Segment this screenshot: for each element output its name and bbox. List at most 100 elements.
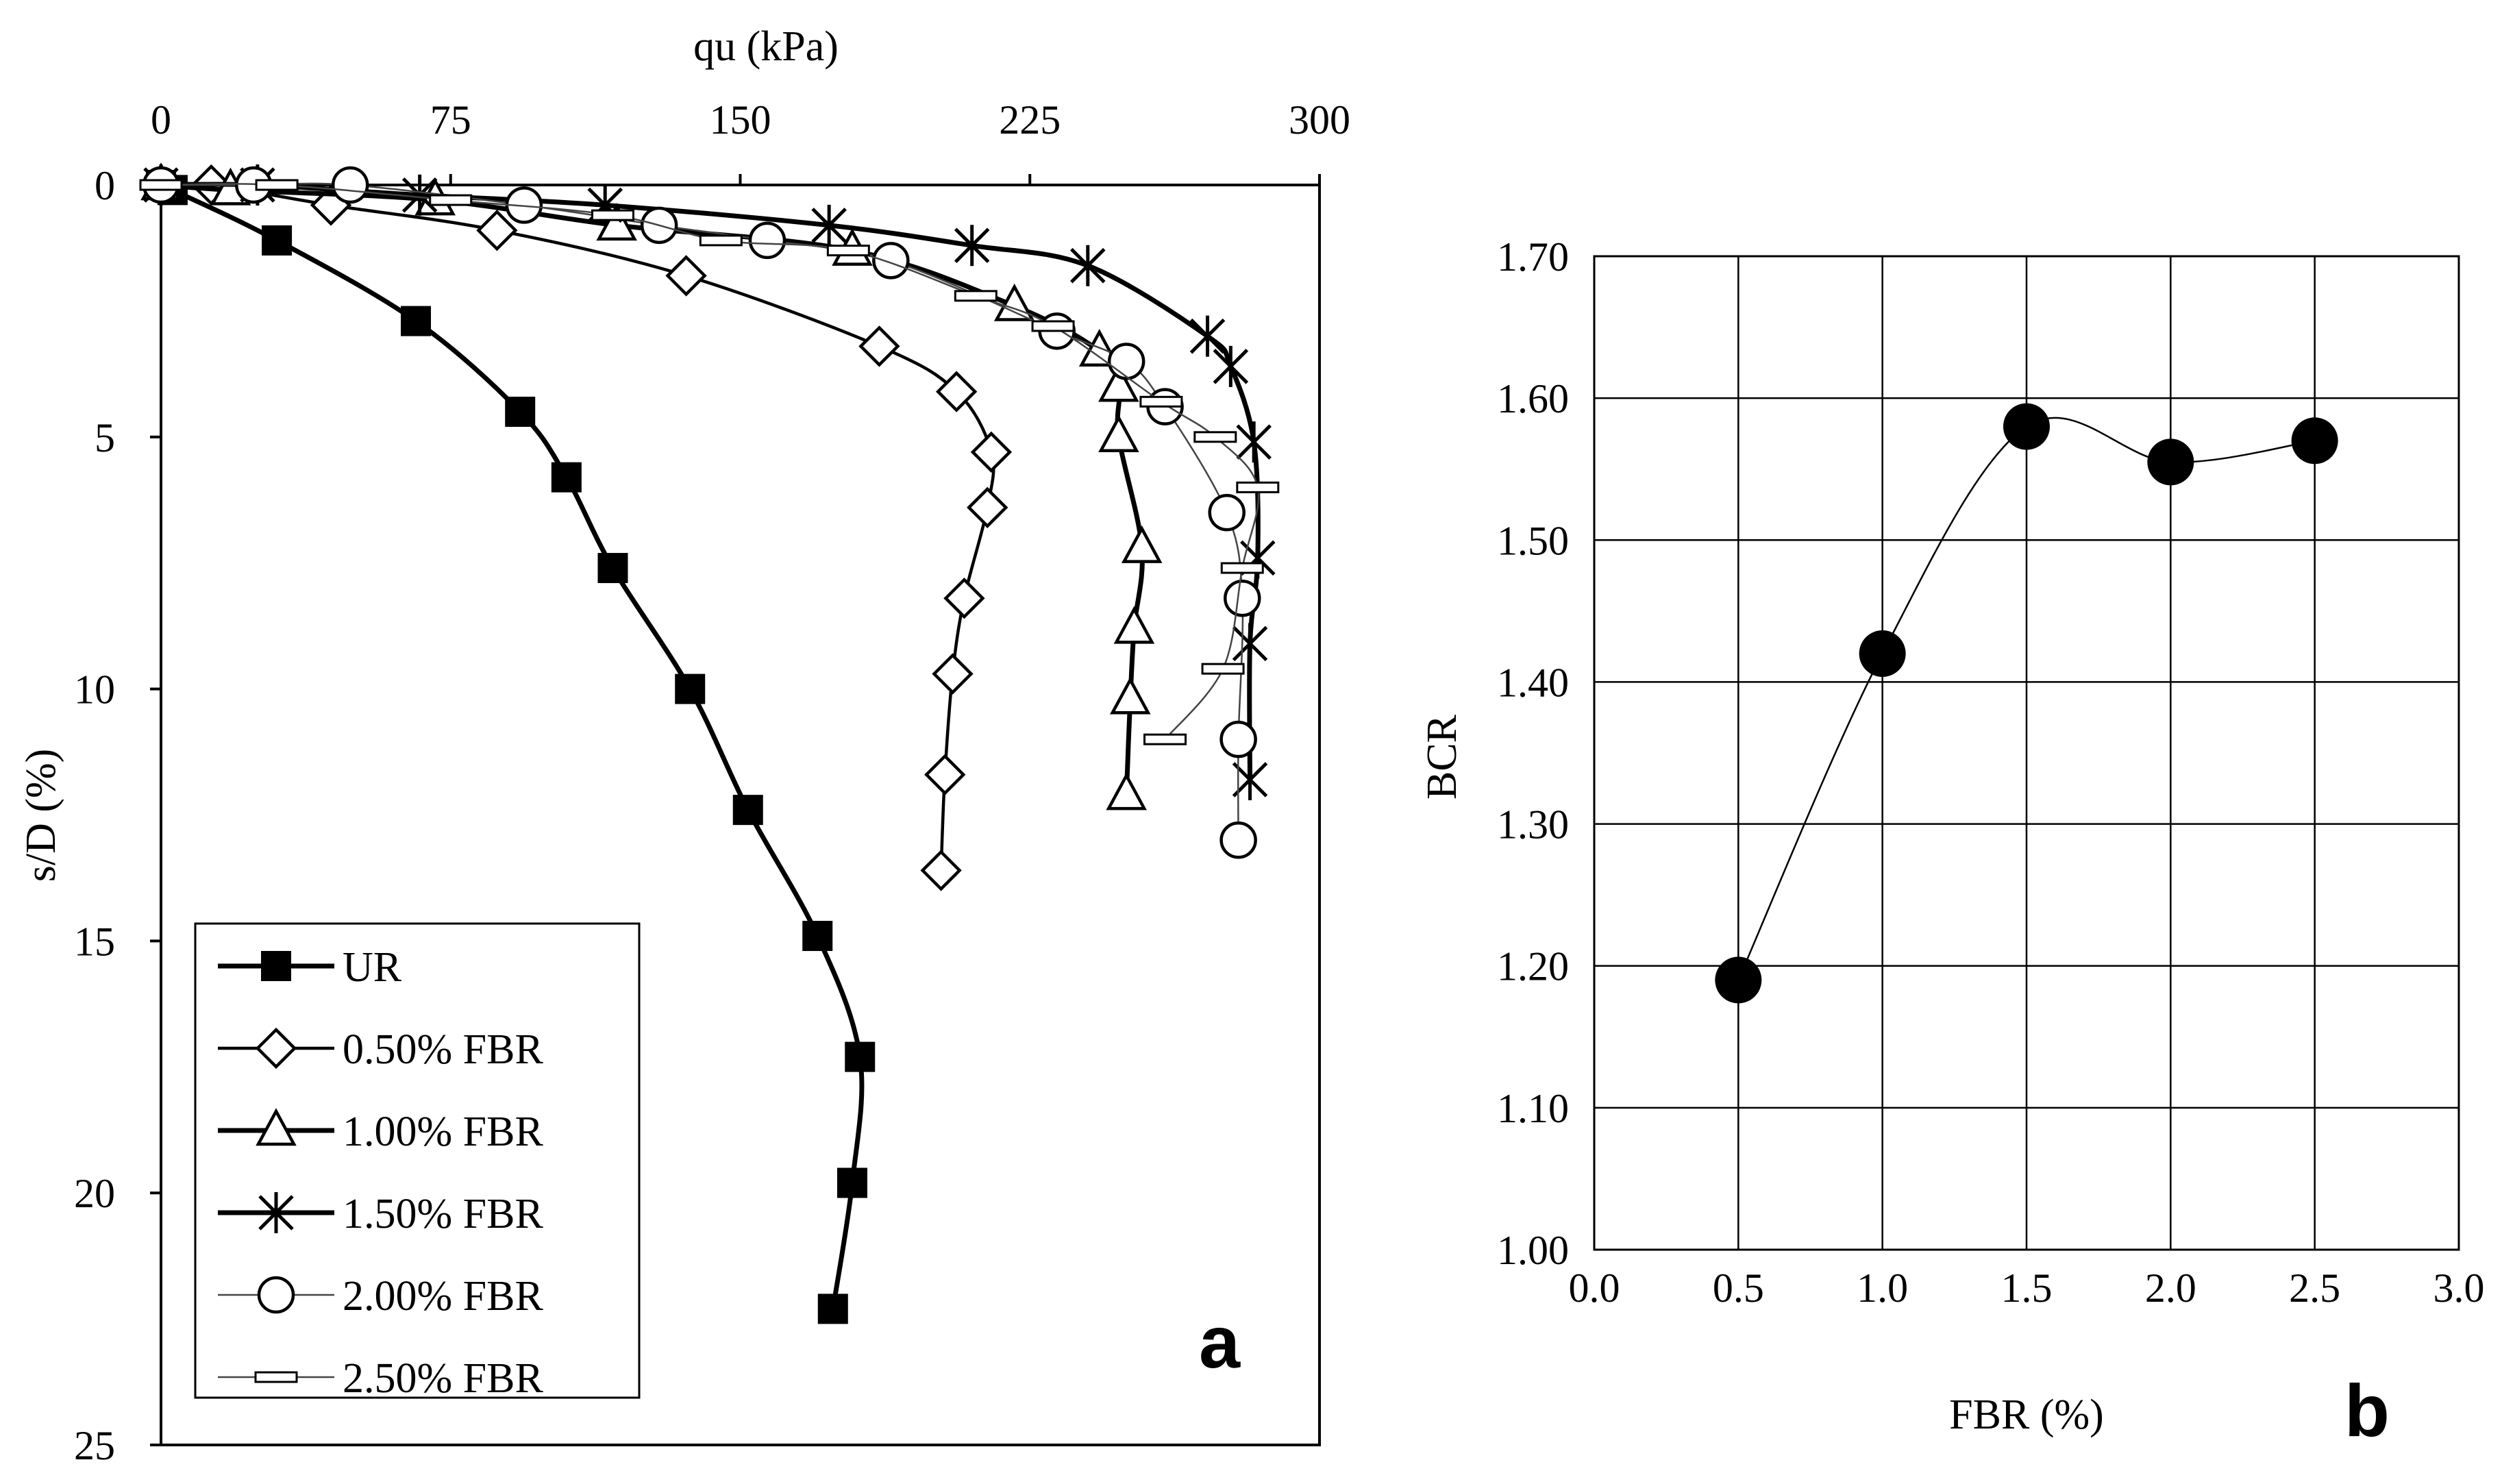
data-point [1219,821,1257,859]
data-point [802,921,833,952]
x-tick-label: 75 [430,97,471,143]
data-point [1098,364,1139,402]
data-point [401,306,432,336]
data-point [401,174,438,216]
data-point [1208,493,1246,532]
legend-item: 0.50% FBR [218,1026,543,1073]
y-tick-label: 1.70 [1497,234,1569,280]
panel-a-y-axis-title: s/D (%) [18,749,64,882]
y-tick-label: 10 [74,667,115,713]
data-point [1232,623,1268,665]
data-point [732,795,763,826]
data-point [1107,343,1145,380]
data-point [1213,345,1249,387]
bcr-point [1715,956,1762,1004]
panel-b-x-ticks: 0.0 0.5 1.0 1.5 2.0 2.5 3.0 [1569,1265,2485,1311]
data-point [970,431,1013,473]
data-point [255,179,299,191]
y-tick-label: 20 [74,1171,115,1216]
data-point [1224,579,1261,617]
data-point [1189,315,1226,357]
legend-box [194,922,641,1399]
data-point [954,225,990,267]
data-point [591,209,634,221]
legend-label: 2.00% FBR [343,1273,543,1320]
legend-item: 2.50% FBR [218,1355,543,1402]
y-tick-label: 1.60 [1497,376,1569,421]
data-point [665,255,707,297]
data-point [935,371,978,412]
y-tick-label: 1.40 [1497,660,1569,705]
panel-b-y-ticks: 1.00 1.10 1.20 1.30 1.40 1.50 1.60 1.70 [1497,234,1569,1273]
data-point [1236,481,1280,493]
legend-marker [255,1027,297,1069]
data-point [476,210,518,251]
data-point [1110,676,1151,715]
x-tick-label: 300 [1289,97,1350,143]
x-tick-label: 2.5 [2289,1265,2340,1311]
y-tick-label: 1.30 [1497,802,1569,848]
y-tick-label: 1.00 [1497,1228,1569,1273]
data-point [699,234,743,247]
panel-b-y-axis-title: BCR [1419,714,1465,800]
x-tick-label: 1.5 [2001,1265,2053,1311]
data-point [954,290,998,302]
panel-b: 0.0 0.5 1.0 1.5 2.0 2.5 3.0 1.001.101.201.301.… [1419,234,2485,1452]
data-point [429,194,473,206]
data-point [967,486,1008,528]
panel-a-x-ticks: 0 75 150 225 300 [151,97,1350,185]
data-point [932,653,974,695]
data-point [1232,759,1268,801]
data-point [1113,606,1155,644]
data-point [837,1167,867,1198]
data-point [817,1294,848,1324]
y-tick-label: 25 [74,1423,115,1468]
x-tick-label: 225 [999,97,1061,143]
legend-item: 1.50% FBR [218,1191,543,1237]
data-point [597,553,628,584]
x-tick-label: 3.0 [2433,1265,2485,1311]
panel-a-letter: a [1199,1300,1241,1383]
data-point [596,203,637,241]
y-tick-label: 0 [95,163,115,208]
data-point [551,462,582,493]
data-point [1201,663,1245,675]
data-point [1106,772,1147,811]
data-point [1219,720,1257,758]
panel-a: qu (kPa) s/D (%) 0 75 150 225 300 0 5 10 15 20 25… [18,23,1350,1468]
data-point [139,179,183,191]
data-point [505,397,536,428]
bcr-point [2291,417,2338,465]
data-point [1031,320,1075,332]
data-point [262,225,293,256]
x-tick-label: 0.0 [1569,1265,1620,1311]
legend-marker [258,1192,294,1233]
data-point [1139,395,1183,408]
legend-marker [256,1108,297,1146]
data-point [1070,245,1106,286]
legend-item: 1.00% FBR [218,1108,543,1155]
panel-a-x-axis-title: qu (kPa) [693,23,839,70]
x-tick-label: 0.5 [1713,1265,1764,1311]
panel-a-series [139,162,1280,1324]
panel-a-y-ticks: 0 5 10 15 20 25 [74,163,161,1468]
series-2-50-fbr [139,179,1280,745]
legend-label: 0.50% FBR [343,1026,543,1073]
series-0-50-fbr [140,164,1013,891]
y-tick-label: 1.50 [1497,518,1569,563]
legend-item: UR [218,944,402,991]
panel-b-x-axis-title: FBR (%) [1949,1392,2104,1438]
data-point [858,325,900,367]
data-point [872,242,910,280]
x-tick-label: 150 [710,97,771,143]
legend-marker [254,1371,298,1383]
data-point [1143,733,1187,745]
bcr-point [2147,438,2194,486]
y-tick-label: 15 [74,919,115,964]
panel-b-series [1715,403,2338,1004]
legend-marker [257,1276,295,1314]
data-point [331,166,369,204]
y-tick-label: 1.10 [1497,1086,1569,1131]
